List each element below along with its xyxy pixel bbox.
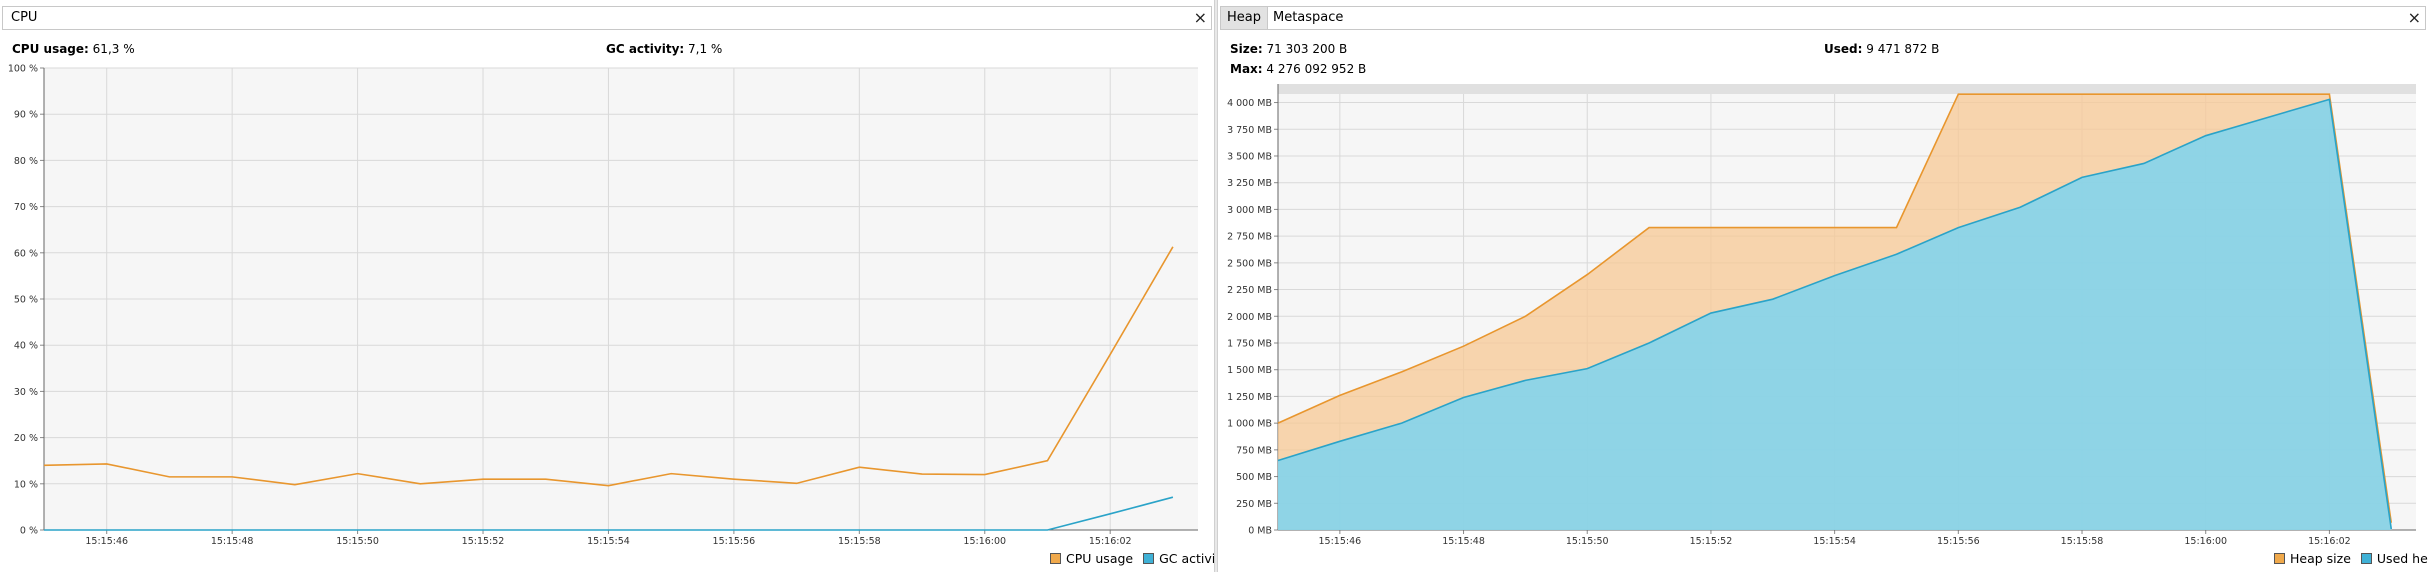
- heap-chart: 0 MB 250 MB 500 MB 750 MB 1 000 MB 1 250 MB 1 …: [1227, 84, 2416, 547]
- y-tick-label: 2 250 MB: [1227, 285, 1272, 296]
- legend-label-cpu-usage: CPU usage: [1066, 551, 1134, 566]
- y-tick-label: 2 500 MB: [1227, 258, 1272, 269]
- y-tick-label: 80 %: [14, 156, 38, 167]
- y-tick-label: 100 %: [8, 64, 38, 75]
- x-tick-label: 15:15:48: [211, 536, 254, 547]
- y-tick-label: 1 500 MB: [1227, 365, 1272, 376]
- legend-item-cpu-usage: CPU usage: [1050, 551, 1133, 566]
- y-tick-label: 0 MB: [1248, 526, 1272, 537]
- y-tick-label: 50 %: [14, 295, 38, 306]
- plot-top-band: [1278, 84, 2416, 94]
- x-tick-label: 15:16:00: [963, 536, 1006, 547]
- heap-size-stat: Size: 71 303 200 B: [1230, 42, 1347, 56]
- x-tick-label: 15:15:56: [713, 536, 756, 547]
- y-tick-label: 90 %: [14, 110, 38, 121]
- legend-label-heap-size: Heap size: [2290, 551, 2351, 566]
- heap-used-label: Used:: [1824, 42, 1863, 56]
- x-tick-label: 15:16:02: [1089, 536, 1132, 547]
- gc-activity-stat: GC activity: 7,1 %: [606, 42, 722, 56]
- legend-swatch-gc-activity: [1143, 553, 1155, 564]
- x-tick-label: 15:15:46: [85, 536, 128, 547]
- legend-label-used-heap: Used heap: [2376, 551, 2428, 566]
- heap-size-value: 71 303 200 B: [1266, 42, 1348, 56]
- heap-size-label: Size:: [1230, 42, 1263, 56]
- cpu-usage-stat: CPU usage: 61,3 %: [12, 42, 135, 56]
- x-tick-label: 15:15:56: [1937, 536, 1980, 547]
- used-heap-area: [1278, 99, 2392, 530]
- x-tick-label: 15:15:52: [462, 536, 505, 547]
- close-icon[interactable]: ×: [2407, 8, 2421, 27]
- y-tick-label: 2 750 MB: [1227, 232, 1272, 243]
- y-tick-label: 3 000 MB: [1227, 205, 1272, 216]
- y-tick-label: 60 %: [14, 248, 38, 259]
- legend-swatch-used-heap: [2360, 553, 2372, 564]
- heap-used-value: 9 471 872 B: [1866, 42, 1940, 56]
- x-tick-label: 15:15:46: [1319, 536, 1362, 547]
- heap-max-stat: Max: 4 276 092 952 B: [1230, 62, 1366, 76]
- x-tick-label: 15:15:50: [336, 536, 379, 547]
- y-tick-label: 70 %: [14, 202, 38, 213]
- memory-panel: Heap Metaspace × Size: 71 303 200 B Used…: [1218, 0, 2428, 572]
- y-tick-label: 500 MB: [1236, 472, 1272, 483]
- cpu-legend: CPU usage GC activity: [1040, 551, 1228, 566]
- x-tick-label: 15:16:00: [2184, 536, 2227, 547]
- cpu-tab-bar: CPU ×: [2, 6, 1212, 30]
- x-tick-label: 15:15:58: [838, 536, 881, 547]
- x-tick-label: 15:15:50: [1566, 536, 1609, 547]
- y-tick-label: 3 500 MB: [1227, 151, 1272, 162]
- cpu-usage-label: CPU usage:: [12, 42, 89, 56]
- tab-metaspace[interactable]: Metaspace: [1273, 10, 1344, 25]
- y-tick-label: 1 750 MB: [1227, 338, 1272, 349]
- y-tick-label: 4 000 MB: [1227, 98, 1272, 109]
- memory-tab-bar: Heap Metaspace ×: [1220, 6, 2426, 30]
- y-tick-label: 3 750 MB: [1227, 125, 1272, 136]
- tab-cpu[interactable]: CPU: [11, 10, 38, 25]
- legend-item-used-heap: Used heap: [2360, 551, 2428, 566]
- x-tick-label: 15:15:58: [2061, 536, 2104, 547]
- heap-legend: Heap size Used heap: [2264, 551, 2428, 566]
- legend-item-heap-size: Heap size: [2274, 551, 2351, 566]
- heap-used-stat: Used: 9 471 872 B: [1824, 42, 1939, 56]
- gc-activity-label: GC activity:: [606, 42, 685, 56]
- legend-swatch-cpu-usage: [1050, 553, 1061, 564]
- y-tick-label: 0 %: [20, 526, 38, 537]
- y-tick-label: 1 250 MB: [1227, 392, 1272, 403]
- heap-max-label: Max:: [1230, 62, 1263, 76]
- y-tick-label: 10 %: [14, 479, 38, 490]
- x-tick-label: 15:16:02: [2308, 536, 2351, 547]
- y-tick-label: 2 000 MB: [1227, 312, 1272, 323]
- heap-max-value: 4 276 092 952 B: [1266, 62, 1367, 76]
- legend-item-gc-activity: GC activity: [1143, 551, 1228, 566]
- y-tick-label: 40 %: [14, 341, 38, 352]
- tab-heap[interactable]: Heap: [1221, 7, 1268, 29]
- x-tick-label: 15:15:54: [587, 536, 630, 547]
- y-tick-label: 30 %: [14, 387, 38, 398]
- legend-swatch-heap-size: [2274, 553, 2285, 564]
- gc-activity-value: 7,1 %: [688, 42, 723, 56]
- x-tick-label: 15:15:48: [1442, 536, 1485, 547]
- y-tick-label: 20 %: [14, 433, 38, 444]
- x-tick-label: 15:15:52: [1690, 536, 1733, 547]
- cpu-usage-value: 61,3 %: [92, 42, 135, 56]
- cpu-chart: 0 % 10 % 20 % 30 % 40 % 50 % 60 % 70 % 80 % 90 % 1…: [8, 64, 1198, 547]
- y-tick-label: 250 MB: [1236, 499, 1272, 510]
- y-tick-label: 1 000 MB: [1227, 419, 1272, 430]
- close-icon[interactable]: ×: [1193, 8, 1207, 27]
- split-divider[interactable]: [1214, 0, 1218, 572]
- y-tick-label: 750 MB: [1236, 445, 1272, 456]
- cpu-panel: CPU × CPU usage: 61,3 % GC activity: 7,1…: [2, 6, 1228, 566]
- legend-label-gc-activity: GC activity: [1159, 551, 1228, 566]
- x-tick-label: 15:15:54: [1813, 536, 1856, 547]
- y-tick-label: 3 250 MB: [1227, 178, 1272, 189]
